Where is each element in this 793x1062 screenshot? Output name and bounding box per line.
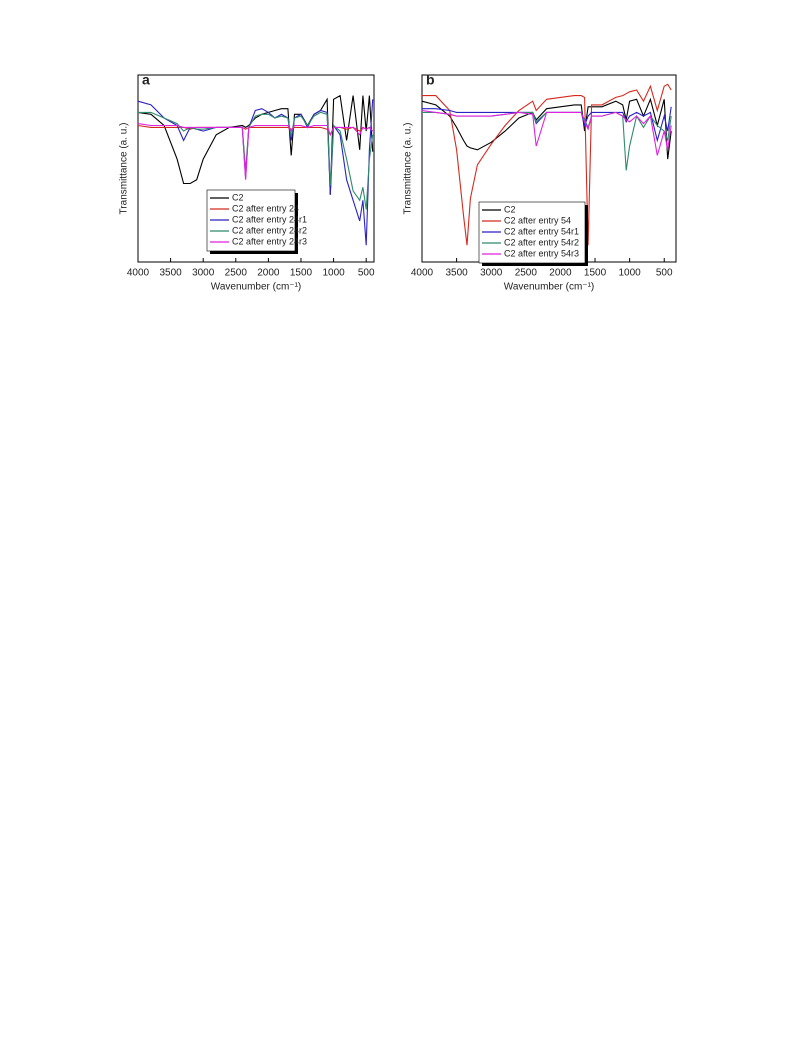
spectrum-line <box>422 111 672 171</box>
legend-label: C2 after entry 54r2 <box>504 237 579 247</box>
panel-label: a <box>142 72 150 88</box>
spectrum-line <box>422 106 672 143</box>
x-tick-label: 1000 <box>322 268 345 279</box>
x-tick-label: 3500 <box>445 268 468 279</box>
x-axis-label: Wavenumber (cm⁻¹) <box>504 282 594 293</box>
panel-label: b <box>426 72 435 88</box>
legend-label: C2 after entry 24r1 <box>232 214 307 224</box>
y-axis-label: Transmittance (a. u.) <box>119 123 130 215</box>
x-tick-label: 3500 <box>159 268 182 279</box>
x-tick-label: 1500 <box>584 268 607 279</box>
legend-label: C2 <box>232 192 244 202</box>
x-tick-label: 2000 <box>549 268 572 279</box>
spectrum-line <box>421 109 672 156</box>
legend-label: C2 <box>504 204 516 214</box>
legend-label: C2 after entry 54r1 <box>504 226 579 236</box>
x-tick-label: 2500 <box>515 268 538 279</box>
legend-label: C2 after entry 54 <box>504 215 571 225</box>
plot-frame <box>137 74 375 263</box>
spectrum-line <box>138 111 374 210</box>
x-tick-label: 3000 <box>480 268 503 279</box>
legend-label: C2 after entry 24r3 <box>232 236 307 246</box>
spectrum-line <box>421 97 672 160</box>
spectrum-line <box>137 94 374 195</box>
y-axis-label: Transmittance (a. u.) <box>403 123 414 215</box>
legend-label: C2 after entry 24r2 <box>232 225 307 235</box>
x-tick-label: 2500 <box>225 268 248 279</box>
x-tick-label: 500 <box>656 268 673 279</box>
x-tick-label: 1500 <box>290 268 313 279</box>
legend-label: C2 after entry 24 <box>232 203 299 213</box>
x-tick-label: 4000 <box>411 268 434 279</box>
spectrum-line <box>422 83 672 246</box>
x-tick-label: 500 <box>358 268 375 279</box>
x-tick-label: 1000 <box>619 268 642 279</box>
x-tick-label: 4000 <box>127 268 150 279</box>
legend-label: C2 after entry 54r3 <box>504 248 579 258</box>
x-axis-label: Wavenumber (cm⁻¹) <box>211 282 301 293</box>
spectrum-line <box>137 123 374 180</box>
x-tick-label: 2000 <box>257 268 280 279</box>
x-tick-label: 3000 <box>192 268 215 279</box>
